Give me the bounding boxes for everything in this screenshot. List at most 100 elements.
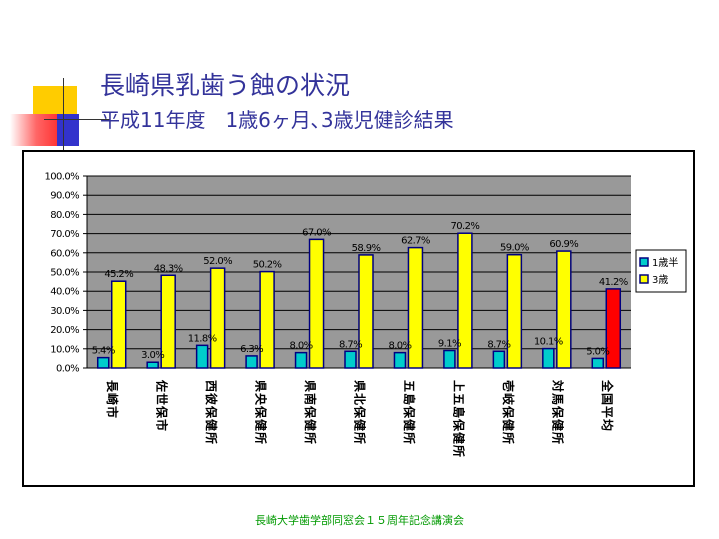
legend-swatch-1sai-han <box>639 257 649 267</box>
category-char: 保 <box>155 405 170 419</box>
y-tick-label: 70.0% <box>50 229 79 240</box>
y-tick-label: 30.0% <box>50 306 79 317</box>
data-label-3sai: 62.7% <box>401 236 430 247</box>
bar-1sai-han <box>195 344 209 369</box>
category-char: 所 <box>204 432 219 444</box>
category-char: 所 <box>353 432 368 444</box>
y-tick-label: 100.0% <box>44 172 79 183</box>
category-char: 壱 <box>501 380 516 392</box>
category-char: 所 <box>550 432 565 444</box>
legend-label-3sai: 3歳 <box>652 274 668 286</box>
category-char: 所 <box>402 432 417 444</box>
slide-subtitle: 平成11年度 1歳6ヶ月､3歳児健診結果 <box>100 108 454 132</box>
category-char: 所 <box>303 432 318 444</box>
category-char: 平 <box>600 406 614 418</box>
bar-3sai <box>308 238 325 369</box>
category-char: 所 <box>501 432 516 444</box>
data-label-1sai-han: 8.7% <box>339 339 362 350</box>
bar-3sai <box>209 267 226 369</box>
category-char: 五 <box>451 393 465 405</box>
data-label-1sai-han: 9.1% <box>438 339 461 350</box>
category-char: 保 <box>451 418 466 432</box>
data-label-3sai: 48.3% <box>154 263 183 274</box>
data-label-1sai-han: 8.7% <box>487 339 510 350</box>
bar-1sai-han <box>294 351 308 369</box>
bar-3sai <box>506 253 523 369</box>
data-label-3sai: 50.2% <box>253 260 282 271</box>
data-label-3sai: 41.2% <box>599 277 628 288</box>
legend-box <box>635 249 687 293</box>
category-char: 世 <box>155 393 170 405</box>
category-char: 健 <box>303 419 318 432</box>
data-label-1sai-han: 11.8% <box>188 333 217 344</box>
y-tick-label: 20.0% <box>50 325 79 336</box>
category-char: 北 <box>353 393 368 405</box>
y-tick-label: 10.0% <box>50 344 79 355</box>
chart-frame: 0.0% 10.0% 20.0% 30.0% 40.0% 50.0% 60.0% 70.0% 8… <box>22 150 695 487</box>
y-tick-label: 80.0% <box>50 210 79 221</box>
data-label-3sai: 60.9% <box>549 239 578 250</box>
bar-1sai-han <box>393 351 407 369</box>
category-char: 保 <box>303 405 318 419</box>
category-char: 島 <box>451 406 466 418</box>
category-char: 上 <box>451 380 466 392</box>
category-char: 佐 <box>155 379 170 392</box>
data-label-3sai: 45.2% <box>104 269 133 280</box>
category-char: 市 <box>105 406 120 418</box>
category-char: 国 <box>600 393 614 405</box>
slide-title: 長崎県乳歯う蝕の状況 <box>100 71 351 100</box>
bar-1sai-han <box>344 350 357 369</box>
category-char: 健 <box>550 419 565 432</box>
category-char: 健 <box>451 432 466 445</box>
decor-vertical-line <box>63 78 64 150</box>
category-char: 保 <box>254 405 269 419</box>
bar-3sai <box>259 270 275 369</box>
category-label: 長崎市 <box>105 380 120 418</box>
decor-blue-block <box>57 114 79 146</box>
legend-swatch-3sai <box>639 274 649 284</box>
category-char: 県 <box>303 380 317 392</box>
data-label-3sai: 58.9% <box>352 243 381 254</box>
data-label-1sai-han: 5.4% <box>92 346 115 357</box>
bar-1sai-han <box>96 356 110 369</box>
bar-chart: 0.0% 10.0% 20.0% 30.0% 40.0% 50.0% 60.0% 70.0% 8… <box>44 172 687 457</box>
bar-3sai <box>110 280 127 369</box>
category-char: 所 <box>451 445 466 457</box>
category-char: 保 <box>353 405 368 419</box>
bar-3sai <box>407 246 424 369</box>
data-label-1sai-han: 8.0% <box>290 341 313 352</box>
category-char: 保 <box>550 405 565 419</box>
y-tick-label: 90.0% <box>50 191 79 202</box>
y-tick-label: 40.0% <box>50 287 79 298</box>
data-label-3sai: 52.0% <box>203 256 232 267</box>
category-char: 全 <box>600 379 615 393</box>
bar-1sai-han <box>443 349 456 369</box>
category-char: 健 <box>204 419 219 432</box>
category-char: 彼 <box>204 393 219 405</box>
data-label-3sai: 70.2% <box>451 221 480 232</box>
bar-1sai-han <box>245 355 258 369</box>
bar-1sai-han <box>591 357 605 369</box>
category-char: 央 <box>254 393 269 406</box>
decor-horizontal-line <box>44 119 110 120</box>
data-label-1sai-han: 8.0% <box>388 341 411 352</box>
legend-label-1sai-han: 1歳半 <box>652 256 678 269</box>
category-char: 崎 <box>105 393 120 405</box>
bar-3sai <box>160 274 176 369</box>
category-char: 県 <box>254 380 268 392</box>
data-label-1sai-han: 6.3% <box>240 344 263 355</box>
category-char: 長 <box>105 380 120 393</box>
data-label-1sai-han: 3.0% <box>141 350 164 361</box>
category-char: 保 <box>501 405 516 419</box>
y-tick-label: 0.0% <box>56 364 79 375</box>
